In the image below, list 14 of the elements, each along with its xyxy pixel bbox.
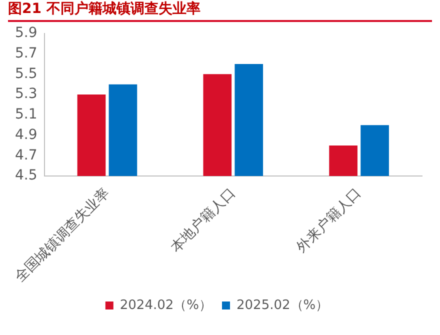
- y-tick-label: 5.9: [15, 25, 38, 42]
- x-tick-label: 全国城镇调查失业率: [12, 185, 113, 286]
- y-tick-label: 5.3: [15, 86, 38, 102]
- y-tick-label: 4.7: [15, 147, 38, 164]
- x-tick-label: 外来户籍人口: [294, 185, 364, 256]
- chart-title: 图21 不同户籍城镇调查失业率: [8, 0, 432, 22]
- y-tick-label: 4.5: [15, 168, 38, 184]
- x-tick-label: 本地户籍人口: [168, 185, 239, 256]
- legend-label: 2024.02（%）: [120, 298, 212, 313]
- y-tick-label: 4.9: [15, 126, 38, 143]
- legend-label: 2025.02（%）: [236, 298, 329, 313]
- y-tick-label: 5.1: [15, 106, 38, 123]
- y-tick-label: 5.7: [15, 45, 38, 62]
- y-tick-label: 5.5: [15, 66, 38, 82]
